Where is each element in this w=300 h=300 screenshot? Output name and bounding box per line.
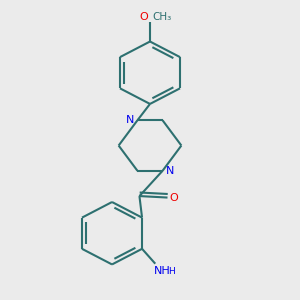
Text: H: H bbox=[168, 267, 175, 276]
Text: N: N bbox=[126, 115, 134, 125]
Text: N: N bbox=[166, 166, 174, 176]
Text: O: O bbox=[140, 12, 148, 22]
Text: O: O bbox=[170, 193, 178, 202]
Text: NH: NH bbox=[154, 266, 170, 276]
Text: CH₃: CH₃ bbox=[152, 12, 171, 22]
